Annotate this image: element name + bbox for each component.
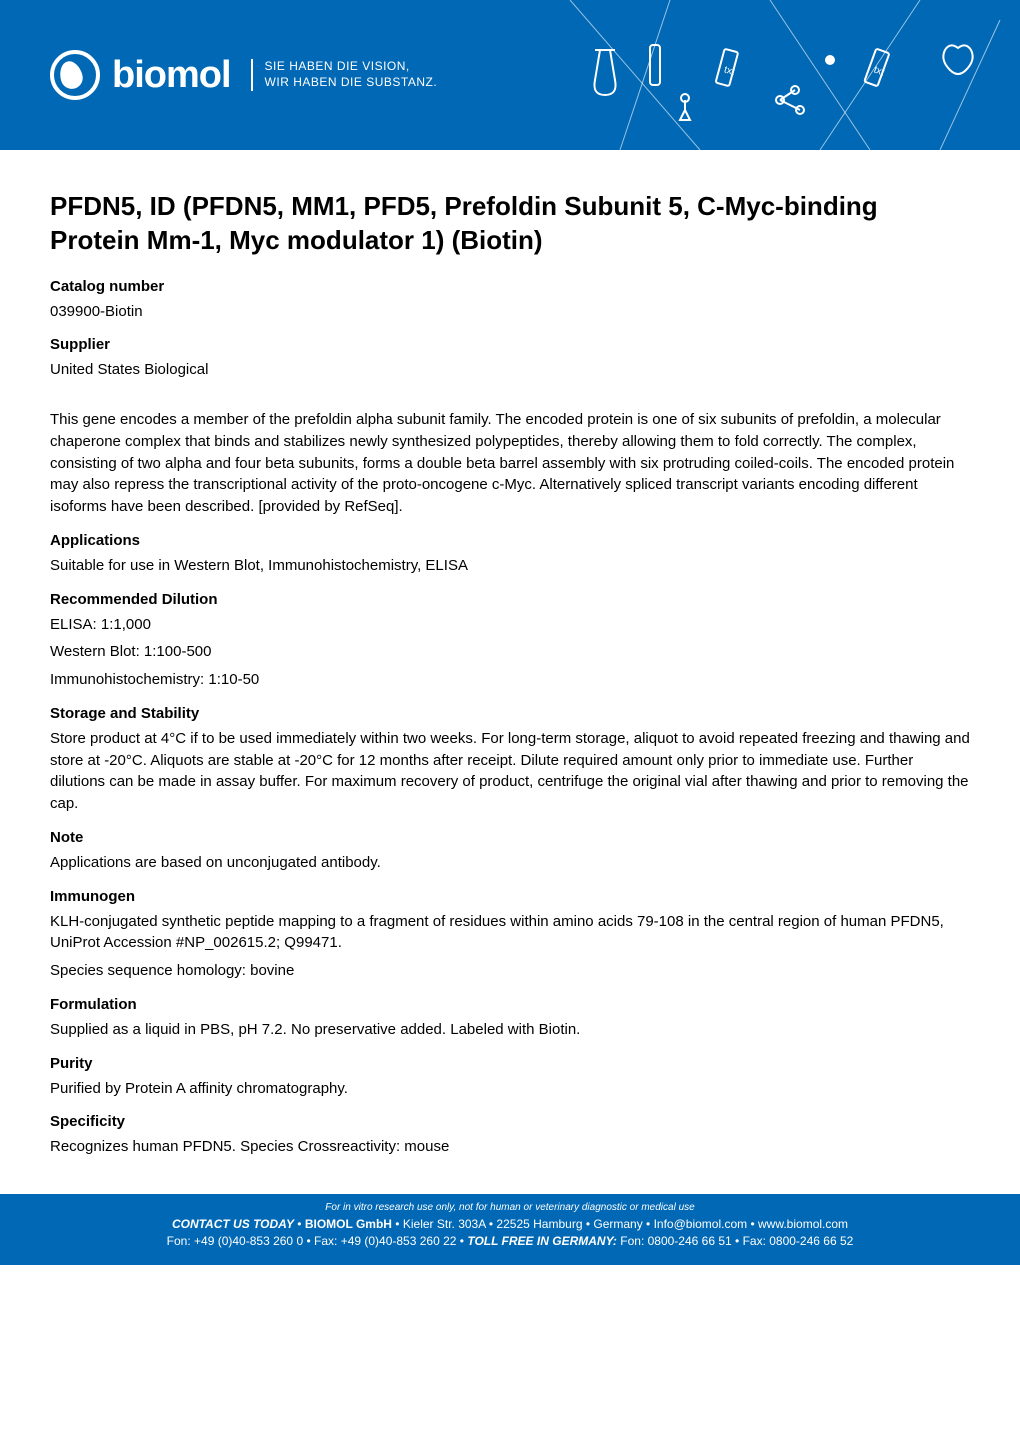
footer-disclaimer: For in vitro research use only, not for … xyxy=(30,1202,990,1213)
catalog-number-label: Catalog number xyxy=(50,278,970,295)
storage-label: Storage and Stability xyxy=(50,705,970,722)
supplier-label: Supplier xyxy=(50,336,970,353)
description-text: This gene encodes a member of the prefol… xyxy=(50,409,970,518)
applications-value: Suitable for use in Western Blot, Immuno… xyxy=(50,555,970,577)
immunogen-line1: KLH-conjugated synthetic peptide mapping… xyxy=(50,911,970,955)
company-website: www.biomol.com xyxy=(758,1217,848,1231)
science-icons-svg: txt txt xyxy=(520,0,1020,150)
dilution-elisa: ELISA: 1:1,000 xyxy=(50,614,970,636)
formulation-value: Supplied as a liquid in PBS, pH 7.2. No … xyxy=(50,1019,970,1041)
page-header: biomol SIE HABEN DIE VISION, WIR HABEN D… xyxy=(0,0,1020,150)
immunogen-label: Immunogen xyxy=(50,888,970,905)
company-name: BIOMOL GmbH xyxy=(305,1217,392,1231)
dilution-ihc: Immunohistochemistry: 1:10-50 xyxy=(50,669,970,691)
page-footer: For in vitro research use only, not for … xyxy=(0,1194,1020,1265)
phone-number: +49 (0)40-853 260 0 xyxy=(194,1234,303,1248)
note-value: Applications are based on unconjugated a… xyxy=(50,852,970,874)
toll-free-fax: Fax: 0800-246 66 52 xyxy=(743,1234,854,1248)
footer-contact-line2: Fon: +49 (0)40-853 260 0 • Fax: +49 (0)4… xyxy=(30,1234,990,1248)
footer-contact-line1: CONTACT US TODAY • BIOMOL GmbH • Kieler … xyxy=(30,1217,990,1231)
contact-today: TODAY xyxy=(253,1217,294,1231)
svg-text:txt: txt xyxy=(723,65,736,78)
supplier-value: United States Biological xyxy=(50,359,970,381)
logo-text: biomol xyxy=(112,54,231,97)
content-area: PFDN5, ID (PFDN5, MM1, PFD5, Prefoldin S… xyxy=(0,150,1020,1194)
specificity-label: Specificity xyxy=(50,1113,970,1130)
fax-number: +49 (0)40-853 260 22 xyxy=(341,1234,457,1248)
immunogen-line2: Species sequence homology: bovine xyxy=(50,960,970,982)
recommended-dilution-label: Recommended Dilution xyxy=(50,591,970,608)
header-decorative-graphics: txt txt xyxy=(520,0,1020,150)
storage-value: Store product at 4°C if to be used immed… xyxy=(50,728,970,815)
tagline-line1: SIE HABEN DIE VISION, xyxy=(265,59,438,75)
contact-us-label: CONTACT US xyxy=(172,1217,250,1231)
catalog-number-value: 039900-Biotin xyxy=(50,301,970,323)
logo-container: biomol SIE HABEN DIE VISION, WIR HABEN D… xyxy=(50,50,437,100)
specificity-value: Recognizes human PFDN5. Species Crossrea… xyxy=(50,1136,970,1158)
dilution-western-blot: Western Blot: 1:100-500 xyxy=(50,641,970,663)
toll-free-region: IN GERMANY: xyxy=(537,1234,617,1248)
applications-label: Applications xyxy=(50,532,970,549)
note-label: Note xyxy=(50,829,970,846)
biomol-logo-icon xyxy=(50,50,100,100)
purity-value: Purified by Protein A affinity chromatog… xyxy=(50,1078,970,1100)
phone-label: Fon: xyxy=(167,1234,191,1248)
company-address: Kieler Str. 303A • 22525 Hamburg • Germa… xyxy=(403,1217,643,1231)
company-email: Info@biomol.com xyxy=(654,1217,748,1231)
product-title: PFDN5, ID (PFDN5, MM1, PFD5, Prefoldin S… xyxy=(50,190,970,258)
toll-free-phone: Fon: 0800-246 66 51 xyxy=(620,1234,731,1248)
tagline-line2: WIR HABEN DIE SUBSTANZ. xyxy=(265,75,438,91)
purity-label: Purity xyxy=(50,1055,970,1072)
svg-text:txt: txt xyxy=(872,64,886,78)
tagline-container: SIE HABEN DIE VISION, WIR HABEN DIE SUBS… xyxy=(251,59,438,90)
formulation-label: Formulation xyxy=(50,996,970,1013)
fax-label: Fax: xyxy=(314,1234,337,1248)
toll-free-label: TOLL FREE xyxy=(467,1234,533,1248)
